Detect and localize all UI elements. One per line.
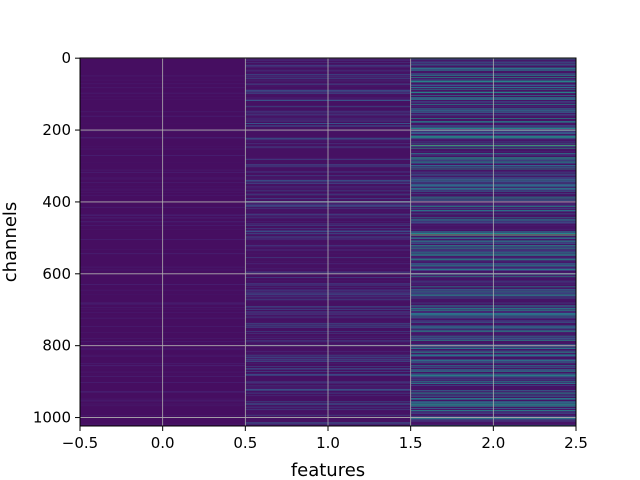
- x-tick-label: 2.0: [481, 434, 505, 452]
- x-tick-label: 1.5: [399, 434, 423, 452]
- x-tick-label: 1.0: [316, 434, 340, 452]
- x-axis-label: features: [291, 460, 365, 480]
- x-tick-label: −0.5: [62, 434, 98, 452]
- x-tick-label: 2.5: [564, 434, 588, 452]
- y-tick-label: 200: [42, 121, 71, 139]
- x-tick-label: 0.0: [151, 434, 175, 452]
- x-axis-ticks: −0.5 0.0 0.5 1.0 1.5 2.0 2.5: [62, 426, 588, 452]
- y-tick-label: 800: [42, 337, 71, 355]
- y-axis-ticks: 0 200 400 600 800 1000: [33, 49, 80, 427]
- y-tick-label: 600: [42, 265, 71, 283]
- y-tick-label: 0: [61, 49, 71, 67]
- x-tick-label: 0.5: [233, 434, 257, 452]
- y-tick-label: 1000: [33, 409, 71, 427]
- y-tick-label: 400: [42, 193, 71, 211]
- y-axis-label: channels: [0, 202, 21, 283]
